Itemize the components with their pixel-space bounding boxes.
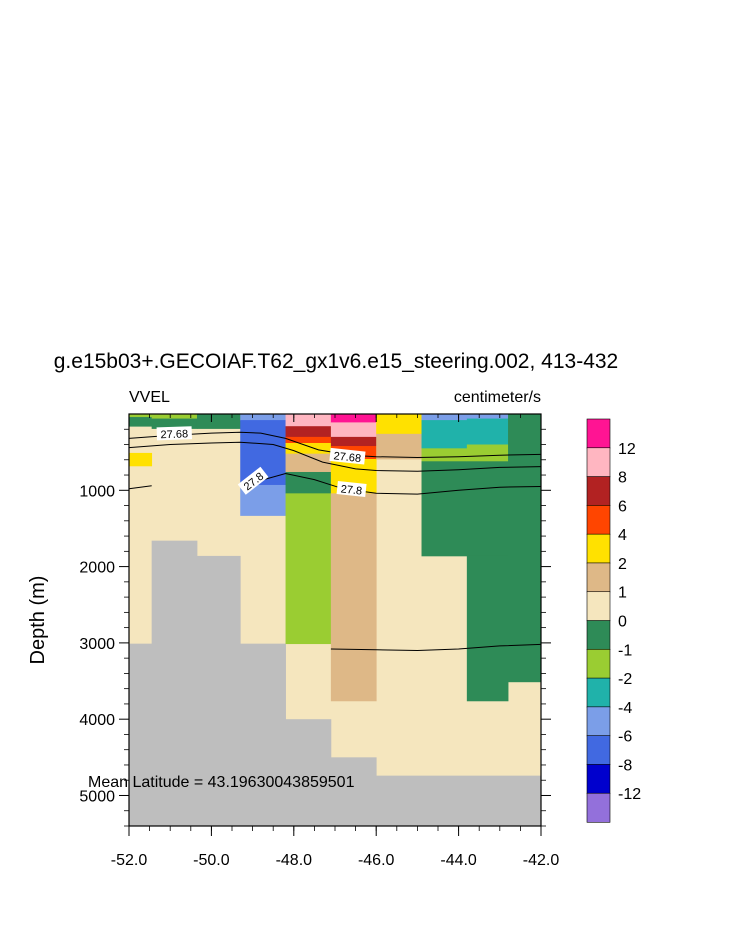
colorbar-swatch-0: [586, 418, 611, 449]
colorbar-label: 4: [618, 527, 627, 544]
y-axis-label: Depth (m): [27, 576, 49, 665]
heatmap-cell-40: [508, 414, 542, 683]
colorbar-label: 12: [618, 441, 636, 458]
heatmap-cell-9: [129, 452, 153, 467]
contour-label-3: 27.8: [336, 481, 367, 498]
colorbar-label: 8: [618, 470, 627, 487]
colorbar-swatch-2: [586, 476, 611, 506]
heatmap-cell-1: [151, 540, 198, 827]
colorbar-swatch-4: [586, 533, 611, 564]
heatmap-cell-39: [466, 555, 509, 702]
heatmap-cell-6: [376, 775, 542, 827]
contour-label-0: 27.68: [156, 426, 192, 441]
x-tick-label: -48.0: [276, 852, 313, 869]
y-tick-label: 5000: [79, 788, 115, 805]
colorbar-label: -6: [618, 729, 632, 746]
heatmap-cell-3: [240, 643, 286, 827]
heatmap-cell-22: [285, 493, 332, 645]
x-tick-label: -52.0: [111, 852, 148, 869]
colorbar-label: 1: [618, 585, 627, 602]
y-tick-label: 1000: [79, 483, 115, 500]
contour-label-1: 27.68: [329, 447, 366, 465]
heatmap-cell-11: [151, 418, 198, 429]
heatmap-cell-25: [330, 436, 377, 447]
heatmap-cell-33: [421, 448, 468, 462]
heatmap-cell-34: [421, 461, 468, 557]
heatmap-cell-32: [421, 420, 468, 449]
heatmap-cell-31: [421, 414, 468, 421]
colorbar-swatch-6: [586, 591, 611, 622]
colorbar-label: -8: [618, 757, 632, 774]
heatmap-cell-12: [196, 414, 241, 429]
y-tick-label: 3000: [79, 636, 115, 653]
colorbar-swatch-12: [586, 764, 611, 794]
colorbar-swatch-3: [586, 505, 611, 535]
y-tick-label: 4000: [79, 712, 115, 729]
contour-label-box: [156, 426, 192, 441]
colorbar-swatch-10: [586, 706, 611, 737]
contour-line-4: [330, 643, 542, 652]
colorbar-label: 6: [618, 498, 627, 515]
colorbar-label: -1: [618, 642, 632, 659]
contour-line-1: [128, 441, 542, 472]
heatmap-cell-17: [285, 426, 332, 438]
heatmap-cell-36: [466, 418, 509, 445]
x-tick-label: -50.0: [193, 852, 230, 869]
heatmap-cell-7: [129, 414, 153, 418]
contour-label-box: [237, 466, 269, 495]
contour-label-text: 27.68: [333, 450, 362, 465]
x-tick-label: -46.0: [358, 852, 395, 869]
heatmap-cell-38: [466, 461, 509, 557]
colorbar-swatch-1: [586, 447, 611, 478]
variable-label: VVEL: [129, 389, 170, 406]
heatmap-cell-30: [376, 433, 422, 460]
heatmap-cell-20: [285, 453, 332, 473]
contour-label-box: [336, 481, 367, 497]
heatmap-cell-10: [151, 414, 198, 419]
contour-line-0: [128, 431, 542, 459]
colorbar-label: -12: [618, 786, 641, 803]
x-tick-label: -44.0: [440, 852, 477, 869]
heatmap-cell-28: [330, 493, 377, 702]
x-tick-label: -42.0: [523, 852, 560, 869]
colorbar-swatch-13: [586, 792, 611, 823]
heatmap-cell-8: [129, 417, 153, 427]
axes: -52.0 -50.0 -48.0 -46.0 -44.0 -42.0 1000 2000 30…: [79, 413, 560, 869]
y-tick-label: 2000: [79, 560, 115, 577]
heatmap-cell-24: [330, 422, 377, 438]
colorbar-swatch-8: [586, 648, 611, 679]
heatmap-cell-21: [285, 471, 332, 494]
colorbar-label: 2: [618, 556, 627, 573]
colorbar-swatch-11: [586, 735, 611, 766]
colorbar-label: 0: [618, 614, 627, 631]
heatmap-cell-13: [240, 414, 286, 421]
heatmap-cell-18: [285, 436, 332, 444]
colorbar-label: -2: [618, 671, 632, 688]
contour-label-text: 27.8: [340, 483, 363, 497]
contour-label-box: [329, 447, 366, 465]
colorbar-swatch-7: [586, 620, 611, 650]
colorbar-swatch-5: [586, 562, 611, 593]
contour-line-2: [128, 485, 152, 490]
heatmap-cell-23: [330, 414, 377, 423]
heatmap-cell-29: [376, 414, 422, 435]
contour-label-text: 27.68: [160, 428, 188, 441]
colorbar-label: -4: [618, 700, 632, 717]
colorbar-swatch-9: [586, 677, 611, 708]
heatmap-cell-37: [466, 444, 509, 462]
heatmap-cell-2: [196, 555, 241, 827]
heatmap-cell-35: [466, 414, 509, 419]
mean-latitude-annotation: Mean Latitude = 43.19630043859501: [88, 774, 355, 791]
heatmap-cell-5: [330, 757, 377, 827]
plot-area: [129, 414, 542, 827]
heatmap-cell-16: [285, 414, 332, 427]
heatmap-cell-19: [285, 442, 332, 455]
units-label: centimeter/s: [454, 389, 541, 406]
heatmap-cell-4: [285, 719, 332, 827]
chart-title: g.e15b03+.GECOIAF.T62_gx1v6.e15_steering…: [54, 350, 618, 373]
heatmap-cell-0: [129, 643, 153, 827]
colorbar: 12 8 6 4 2 1 0 -1 -2 -4 -6 -8 -12: [586, 418, 641, 823]
